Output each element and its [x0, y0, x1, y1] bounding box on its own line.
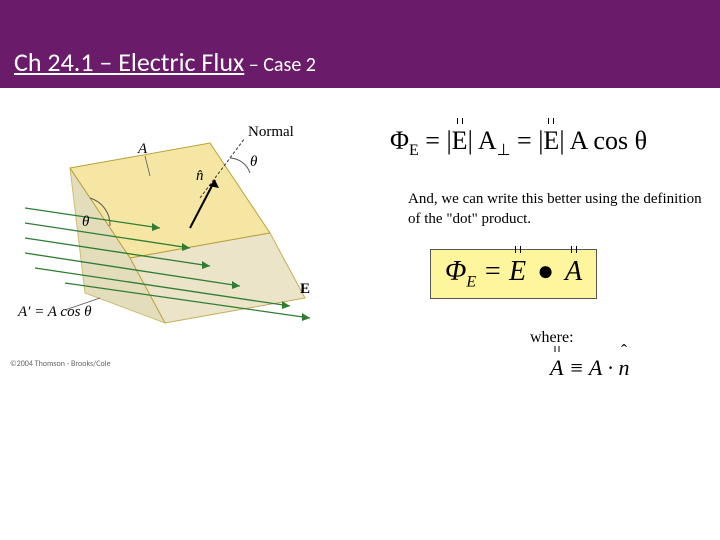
diagram-copyright: ©2004 Thomson - Brooks/Cole — [10, 359, 380, 369]
flux-diagram: A Normal θ θ E n̂ A′ = A cos θ — [10, 118, 380, 348]
label-theta-left: θ — [82, 214, 90, 230]
equation-3: A ≡ A · n — [550, 355, 710, 381]
label-theta-top: θ — [250, 154, 258, 170]
label-nhat: n̂ — [196, 168, 204, 184]
explanation-text: And, we can write this better using the … — [390, 190, 710, 229]
angle-top — [230, 158, 250, 173]
label-E: E — [300, 281, 310, 297]
label-Aprime: A′ = A cos θ — [17, 304, 92, 320]
slide-content: A Normal θ θ E n̂ A′ = A cos θ ©2004 Tho… — [0, 88, 720, 381]
slide-title: Ch 24.1 – Electric Flux – Case 2 — [14, 46, 316, 78]
equation-1: ΦE = |E| A⊥ = |E| A cos θ — [390, 126, 710, 160]
equation-2: ΦE = E ● A — [430, 249, 597, 299]
label-normal: Normal — [248, 124, 294, 140]
text-column: ΦE = |E| A⊥ = |E| A cos θ And, we can wr… — [390, 118, 710, 381]
diagram-column: A Normal θ θ E n̂ A′ = A cos θ ©2004 Tho… — [10, 118, 380, 381]
label-A: A — [137, 141, 148, 157]
title-sub: – Case 2 — [244, 53, 316, 77]
equation-2-container: ΦE = E ● A — [430, 249, 710, 299]
slide-header: Ch 24.1 – Electric Flux – Case 2 — [0, 0, 720, 88]
title-main: Ch 24.1 – Electric Flux — [14, 46, 244, 78]
